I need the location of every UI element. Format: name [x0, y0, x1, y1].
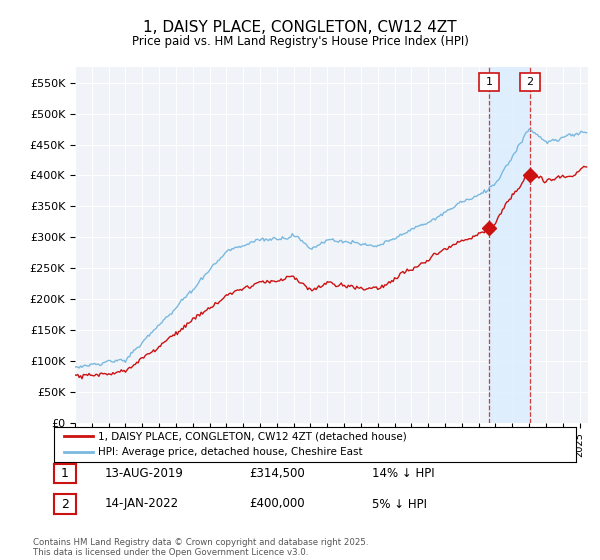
FancyBboxPatch shape: [520, 73, 540, 91]
Text: HPI: Average price, detached house, Cheshire East: HPI: Average price, detached house, Ches…: [98, 447, 363, 458]
Text: 14% ↓ HPI: 14% ↓ HPI: [372, 466, 434, 480]
Text: 2: 2: [61, 497, 69, 511]
FancyBboxPatch shape: [479, 73, 499, 91]
Text: Contains HM Land Registry data © Crown copyright and database right 2025.
This d: Contains HM Land Registry data © Crown c…: [33, 538, 368, 557]
Text: 1: 1: [61, 466, 69, 480]
Text: 2: 2: [526, 77, 533, 87]
Text: 1, DAISY PLACE, CONGLETON, CW12 4ZT: 1, DAISY PLACE, CONGLETON, CW12 4ZT: [143, 21, 457, 35]
Text: 5% ↓ HPI: 5% ↓ HPI: [372, 497, 427, 511]
Text: £400,000: £400,000: [249, 497, 305, 511]
Text: 1, DAISY PLACE, CONGLETON, CW12 4ZT (detached house): 1, DAISY PLACE, CONGLETON, CW12 4ZT (det…: [98, 431, 407, 441]
Text: 1: 1: [485, 77, 493, 87]
Text: 14-JAN-2022: 14-JAN-2022: [105, 497, 179, 511]
Text: 13-AUG-2019: 13-AUG-2019: [105, 466, 184, 480]
Text: £314,500: £314,500: [249, 466, 305, 480]
Text: Price paid vs. HM Land Registry's House Price Index (HPI): Price paid vs. HM Land Registry's House …: [131, 35, 469, 48]
Bar: [489, 67, 530, 423]
